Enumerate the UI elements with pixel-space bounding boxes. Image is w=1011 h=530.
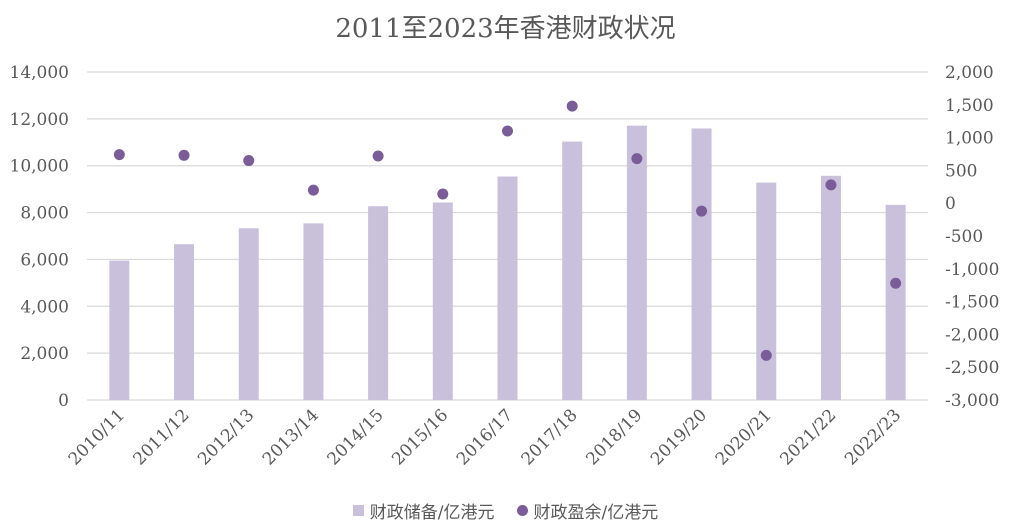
scatter-point	[760, 349, 772, 361]
x-axis-ticks: 2010/11 2011/12 2012/13 2013/14 2014/15 2015/…	[65, 405, 905, 469]
left-axis-tick-label: 14,000	[10, 63, 69, 83]
x-axis-tick-label: 2021/22	[776, 405, 840, 469]
right-axis-tick-label: 0	[945, 194, 956, 214]
left-axis-tick-label: 0	[58, 391, 69, 411]
right-axis-tick-label: 500	[945, 161, 977, 181]
x-axis-tick-label: 2015/16	[388, 405, 452, 469]
right-axis-tick-label: 2,000	[945, 63, 994, 83]
scatter-point	[113, 149, 125, 161]
right-axis-tick-label: -2,000	[945, 325, 999, 345]
scatter-point	[243, 155, 255, 167]
scatter-point	[307, 184, 319, 196]
left-axis-tick-label: 12,000	[10, 110, 69, 130]
right-axis-tick-label: -2,500	[945, 358, 999, 378]
left-axis-tick-label: 4,000	[20, 297, 69, 317]
scatter-point	[631, 153, 643, 165]
x-axis-tick-label: 2010/11	[65, 405, 129, 469]
right-axis-tick-label: 1,000	[945, 129, 994, 149]
scatter-point	[696, 205, 708, 217]
bar	[756, 182, 777, 400]
right-axis-tick-label: -1,500	[945, 293, 999, 313]
x-axis-tick-label: 2018/19	[582, 405, 646, 469]
legend-label-surplus: 财政盈余/亿港元	[533, 503, 659, 523]
x-axis-tick-label: 2016/17	[453, 405, 517, 469]
left-axis-tick-label: 2,000	[20, 344, 69, 364]
right-axis-tick-label: -3,000	[945, 391, 999, 411]
legend: 财政储备/亿港元 财政盈余/亿港元	[0, 498, 1011, 523]
bar	[303, 223, 324, 400]
scatter-point	[825, 179, 837, 191]
bar	[626, 125, 647, 400]
left-axis-tick-label: 6,000	[20, 250, 69, 270]
legend-item-reserve: 财政储备/亿港元	[352, 498, 495, 523]
bar	[109, 260, 130, 400]
x-axis-tick-label: 2012/13	[194, 405, 258, 469]
scatter-series	[113, 100, 902, 361]
scatter-point	[502, 125, 513, 137]
scatter-point	[890, 277, 902, 289]
x-axis-tick-label: 2013/14	[259, 405, 323, 469]
bar	[368, 206, 389, 400]
bar-series	[109, 125, 906, 400]
bar	[691, 128, 712, 400]
legend-item-surplus: 财政盈余/亿港元	[516, 498, 659, 523]
chart-title: 2011至2023年香港财政状况	[335, 14, 676, 44]
bar	[432, 202, 453, 400]
right-axis-tick-label: 1,500	[945, 96, 994, 116]
legend-label-reserve: 财政储备/亿港元	[369, 503, 495, 523]
bar	[562, 141, 583, 400]
bar	[820, 175, 841, 400]
right-axis-tick-label: -500	[945, 227, 983, 247]
bar	[885, 204, 906, 400]
right-axis-ticks: 2,000 1,500 1,000 500 0 -500 -1,000 -1,500 -2,00…	[945, 63, 999, 411]
x-axis-tick-label: 2011/12	[129, 405, 193, 469]
left-axis-tick-label: 10,000	[10, 157, 69, 177]
scatter-point	[566, 100, 578, 112]
left-axis-ticks: 14,000 12,000 10,000 8,000 6,000 4,000 2,000 0	[10, 63, 69, 411]
bar	[497, 176, 518, 400]
scatter-point	[178, 149, 190, 161]
scatter-point	[372, 150, 384, 162]
scatter-point	[437, 188, 449, 200]
bar	[238, 228, 259, 400]
right-axis-tick-label: -1,000	[945, 260, 999, 280]
x-axis-tick-label: 2022/23	[841, 405, 905, 469]
legend-swatch-bar	[352, 505, 364, 516]
bar	[174, 244, 195, 400]
x-axis-tick-label: 2014/15	[324, 405, 388, 469]
x-axis-tick-label: 2019/20	[647, 405, 711, 469]
x-axis-tick-label: 2020/21	[712, 405, 776, 469]
left-axis-tick-label: 8,000	[20, 204, 69, 224]
x-axis-tick-label: 2017/18	[518, 405, 582, 469]
legend-swatch-dot	[516, 505, 528, 516]
